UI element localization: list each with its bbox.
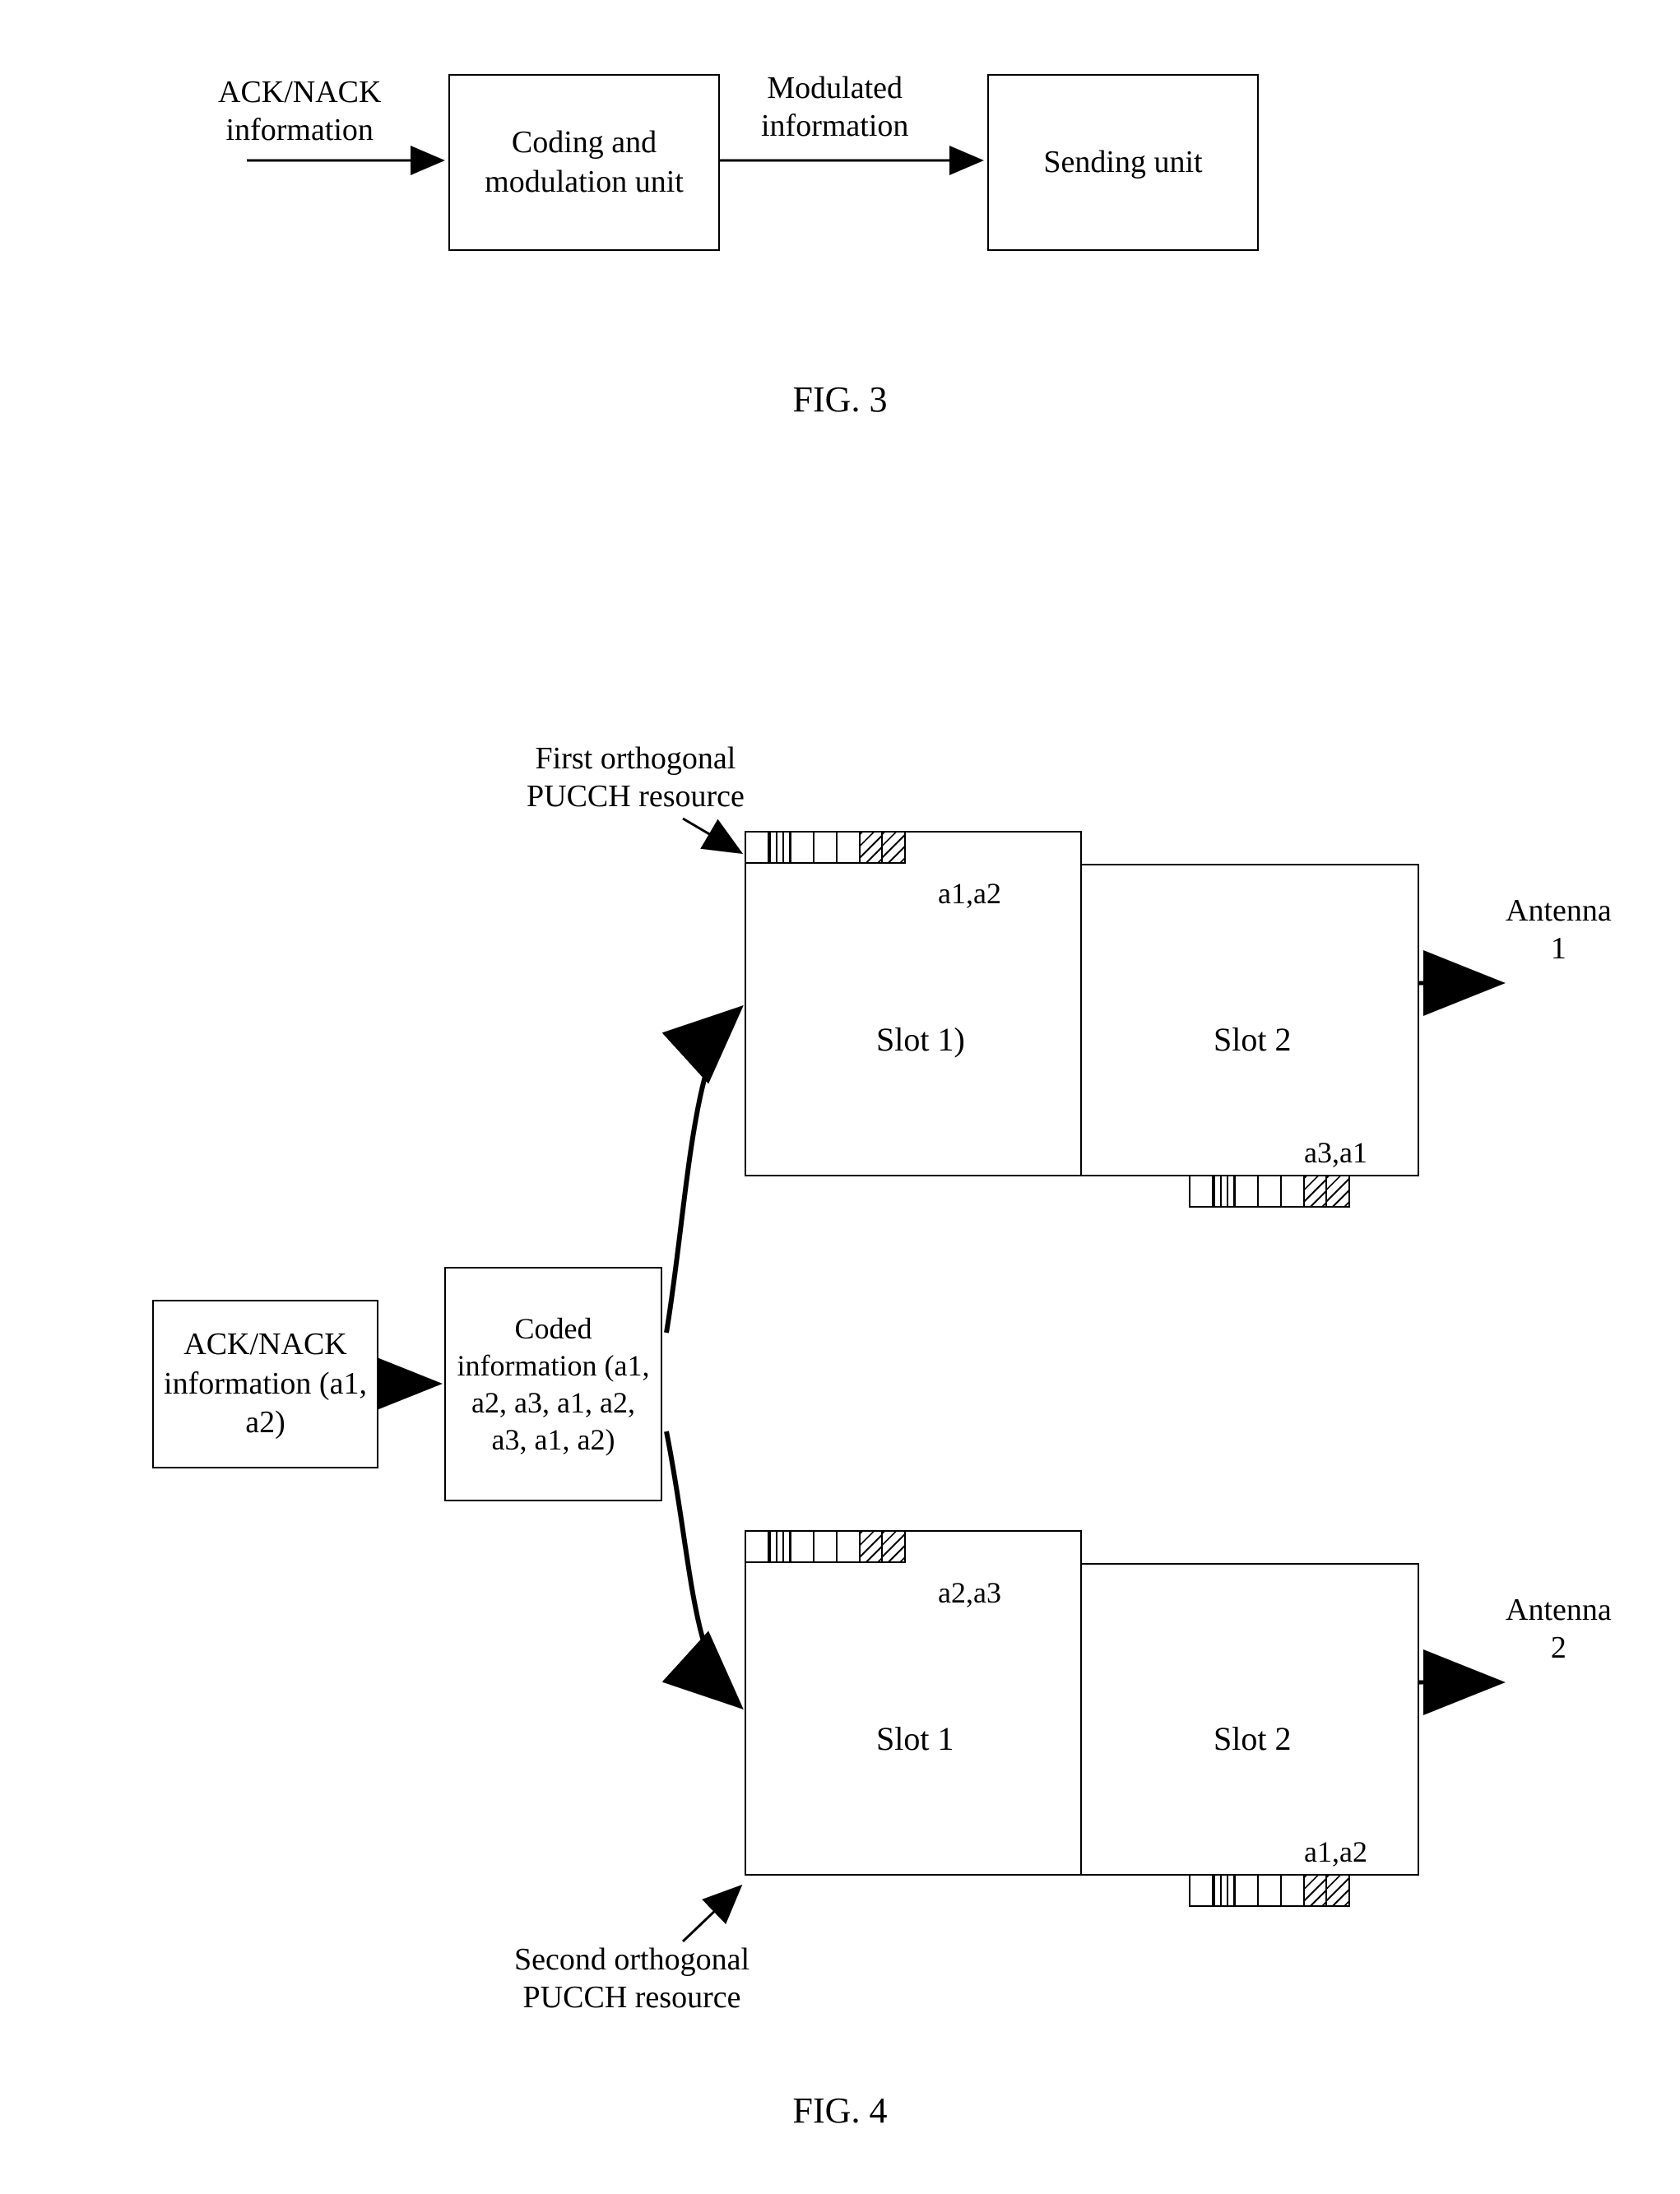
fig4-ack-text: ACK/NACK information (a1, a2)	[159, 1325, 372, 1443]
fig4-g2-slot2-label: Slot 2	[1214, 1719, 1291, 1758]
fig3-coding-mod-text: Coding and modulation unit	[455, 123, 713, 202]
fig3-sending-text: Sending unit	[1043, 143, 1202, 183]
fig4-g2-sym-top: a2,a3	[938, 1575, 1001, 1610]
fig4-ant1-label: Antenna 1	[1506, 893, 1612, 967]
fig4-g1-slot2-label: Slot 2	[1214, 1020, 1291, 1059]
fig3-caption: FIG. 3	[793, 378, 888, 420]
fig4-second-res-label: Second orthogonal PUCCH resource	[514, 1941, 750, 2016]
fig4-ack-box: ACK/NACK information (a1, a2)	[152, 1300, 378, 1468]
fig4-g1-bar-top	[745, 831, 906, 864]
fig4-g2-bar-bot	[1189, 1874, 1350, 1907]
fig4-g1-sym-bot: a3,a1	[1304, 1135, 1367, 1170]
fig4-coded-text: Coded information (a1, a2, a3, a1, a2, a…	[451, 1310, 656, 1459]
fig3-sending-box: Sending unit	[987, 74, 1259, 251]
fig4-slotgroup-2: Slot 1 Slot 2 a2,a3 a1,a2	[745, 1530, 1419, 1909]
fig4-coded-box: Coded information (a1, a2, a3, a1, a2, a…	[444, 1267, 662, 1501]
fig4-g2-sym-bot: a1,a2	[1304, 1835, 1367, 1869]
fig4-slotgroup-1: Slot 1) Slot 2 a1,a2 a3,a1	[745, 831, 1419, 1209]
fig4-g2-slot1-label: Slot 1	[876, 1719, 954, 1758]
fig4-g1-sym-top: a1,a2	[938, 876, 1001, 911]
fig4-g2-bar-top	[745, 1530, 906, 1563]
fig4-g1-slot1-box	[745, 831, 1082, 1176]
fig3-mid-label: Modulated information	[761, 70, 908, 145]
figure-3: ACK/NACK information Coding and modulati…	[33, 49, 1647, 477]
fig3-coding-mod-box: Coding and modulation unit	[448, 74, 720, 251]
fig4-first-res-label: First orthogonal PUCCH resource	[527, 740, 745, 815]
fig4-caption: FIG. 4	[793, 2090, 888, 2131]
fig3-input-label: ACK/NACK information	[218, 74, 381, 149]
figure-4: ACK/NACK information (a1, a2) Coded info…	[33, 526, 1647, 2172]
fig4-g2-slot1-box	[745, 1530, 1082, 1876]
fig4-g1-slot1-label: Slot 1)	[876, 1020, 965, 1059]
fig4-ant2-label: Antenna 2	[1506, 1592, 1612, 1667]
fig4-g1-bar-bot	[1189, 1175, 1350, 1208]
